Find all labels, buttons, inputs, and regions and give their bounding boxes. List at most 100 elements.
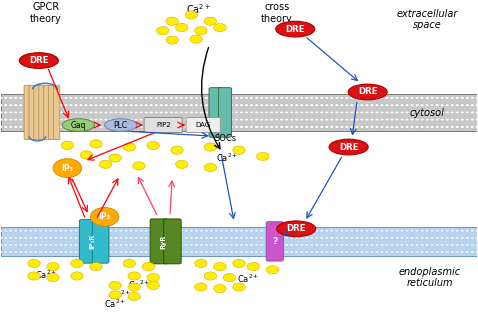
Circle shape [370,251,374,253]
Circle shape [295,237,299,239]
Circle shape [64,237,68,239]
Circle shape [385,237,389,239]
Circle shape [229,244,233,246]
Circle shape [355,126,359,128]
Circle shape [19,111,22,114]
Circle shape [476,251,478,253]
Circle shape [154,244,158,246]
Circle shape [44,111,48,114]
Circle shape [129,251,133,253]
Circle shape [223,273,236,282]
Circle shape [310,97,314,99]
Circle shape [345,244,349,246]
Circle shape [456,244,459,246]
Circle shape [450,111,454,114]
Circle shape [430,111,434,114]
Circle shape [305,111,309,114]
Circle shape [199,118,203,121]
Circle shape [147,273,159,282]
Circle shape [360,229,364,232]
Circle shape [94,97,98,99]
Circle shape [59,97,63,99]
Circle shape [39,111,43,114]
Circle shape [24,244,28,246]
Circle shape [134,244,138,246]
Circle shape [450,251,454,253]
Circle shape [265,229,269,232]
Circle shape [466,104,469,106]
Circle shape [89,97,93,99]
Circle shape [385,111,389,114]
Circle shape [270,251,273,253]
Circle shape [350,97,354,99]
Circle shape [340,237,344,239]
Circle shape [270,126,273,128]
Circle shape [280,229,283,232]
Circle shape [109,291,121,299]
Circle shape [214,263,226,270]
Circle shape [280,97,283,99]
FancyBboxPatch shape [209,88,222,137]
Circle shape [395,229,399,232]
Circle shape [247,263,260,270]
Circle shape [69,251,73,253]
Circle shape [390,111,394,114]
Circle shape [345,104,349,106]
Circle shape [195,118,198,121]
Circle shape [300,237,304,239]
Circle shape [476,111,478,114]
Circle shape [250,244,253,246]
Circle shape [109,281,121,289]
Ellipse shape [62,119,95,131]
Circle shape [460,237,464,239]
Circle shape [229,126,233,128]
Circle shape [189,97,193,99]
Circle shape [365,244,369,246]
Circle shape [285,251,289,253]
Circle shape [295,244,299,246]
Circle shape [360,104,364,106]
Circle shape [280,244,283,246]
Circle shape [14,244,18,246]
Circle shape [164,229,168,232]
Circle shape [225,244,228,246]
Circle shape [425,104,429,106]
Circle shape [405,126,409,128]
Circle shape [164,104,168,106]
Circle shape [9,111,12,114]
Circle shape [185,11,197,19]
Circle shape [325,97,329,99]
Circle shape [169,104,173,106]
Circle shape [300,244,304,246]
Circle shape [235,111,239,114]
Circle shape [435,97,439,99]
Circle shape [195,111,198,114]
Circle shape [225,104,228,106]
Circle shape [456,126,459,128]
Circle shape [189,244,193,246]
Circle shape [185,104,188,106]
Circle shape [204,163,217,172]
Circle shape [69,237,73,239]
Circle shape [179,97,183,99]
Bar [0,227,478,256]
Circle shape [320,97,324,99]
Circle shape [94,118,98,121]
Circle shape [255,251,259,253]
Circle shape [405,237,409,239]
Circle shape [169,229,173,232]
Circle shape [315,111,319,114]
Circle shape [99,118,103,121]
Circle shape [255,104,259,106]
Circle shape [149,251,153,253]
Circle shape [415,237,419,239]
Circle shape [445,118,449,121]
Circle shape [190,35,202,43]
Circle shape [385,104,389,106]
Circle shape [119,237,123,239]
Circle shape [134,111,138,114]
Circle shape [430,104,434,106]
Circle shape [199,229,203,232]
Circle shape [195,104,198,106]
Circle shape [410,104,414,106]
